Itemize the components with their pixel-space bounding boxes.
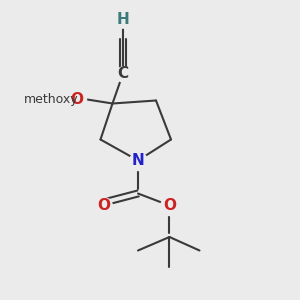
Text: methoxy: methoxy bbox=[24, 92, 78, 106]
Text: C: C bbox=[117, 66, 129, 81]
Text: H: H bbox=[117, 12, 129, 27]
Text: O: O bbox=[163, 198, 176, 213]
Text: O: O bbox=[97, 198, 110, 213]
Text: N: N bbox=[132, 153, 144, 168]
Text: O: O bbox=[70, 92, 83, 106]
